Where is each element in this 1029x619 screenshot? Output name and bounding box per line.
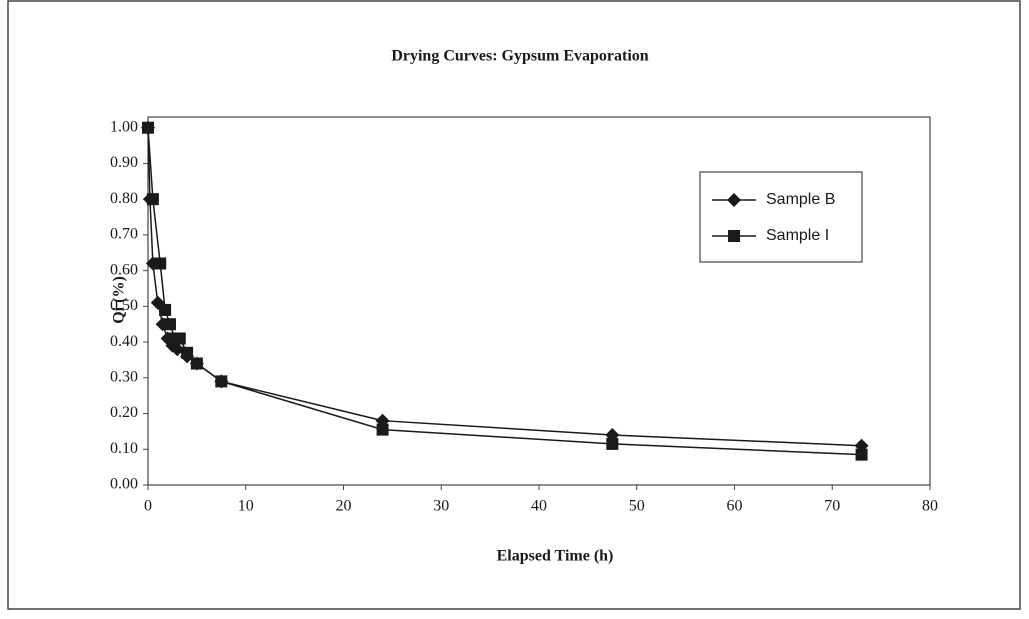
legend-marker (728, 230, 740, 242)
data-point (181, 346, 194, 359)
data-point (159, 303, 172, 316)
data-point (163, 318, 176, 331)
x-tick-label: 10 (238, 498, 254, 515)
y-tick-label: 1.00 (110, 118, 138, 135)
data-point (606, 437, 619, 450)
y-tick-label: 0.30 (110, 368, 138, 385)
y-tick-label: 0.50 (110, 297, 138, 314)
chart-title: Drying Curves: Gypsum Evaporation (391, 48, 648, 65)
x-tick-label: 0 (144, 498, 152, 515)
x-axis-title: Elapsed Time (h) (497, 548, 614, 565)
y-tick-label: 0.70 (110, 226, 138, 243)
x-tick-label: 80 (922, 498, 938, 515)
data-point (154, 257, 167, 270)
y-tick-label: 0.00 (110, 476, 138, 493)
legend-box (699, 171, 863, 263)
legend-marker (727, 193, 741, 207)
x-tick-label: 60 (727, 498, 743, 515)
y-tick-label: 0.40 (110, 333, 138, 350)
x-tick-label: 20 (336, 498, 352, 515)
y-tick-label: 0.80 (110, 190, 138, 207)
x-tick-label: 30 (433, 498, 449, 515)
y-tick-label: 0.90 (110, 154, 138, 171)
x-tick-label: 70 (824, 498, 840, 515)
data-point (855, 448, 868, 461)
data-point (215, 375, 228, 388)
legend-label: Sample I (766, 227, 829, 244)
data-point (173, 332, 186, 345)
data-point (170, 342, 185, 357)
y-tick-label: 0.10 (110, 440, 138, 457)
y-tick-label: 0.20 (110, 404, 138, 421)
data-point (146, 193, 159, 206)
data-point (142, 121, 154, 134)
x-tick-label: 40 (531, 498, 547, 515)
data-point (190, 357, 203, 370)
y-axis-title: Qi (%) (111, 276, 128, 324)
y-tick-label: 0.60 (110, 261, 138, 278)
data-point (376, 423, 389, 436)
legend-label: Sample B (766, 191, 835, 208)
chart-frame (7, 0, 1021, 610)
x-tick-label: 50 (629, 498, 645, 515)
